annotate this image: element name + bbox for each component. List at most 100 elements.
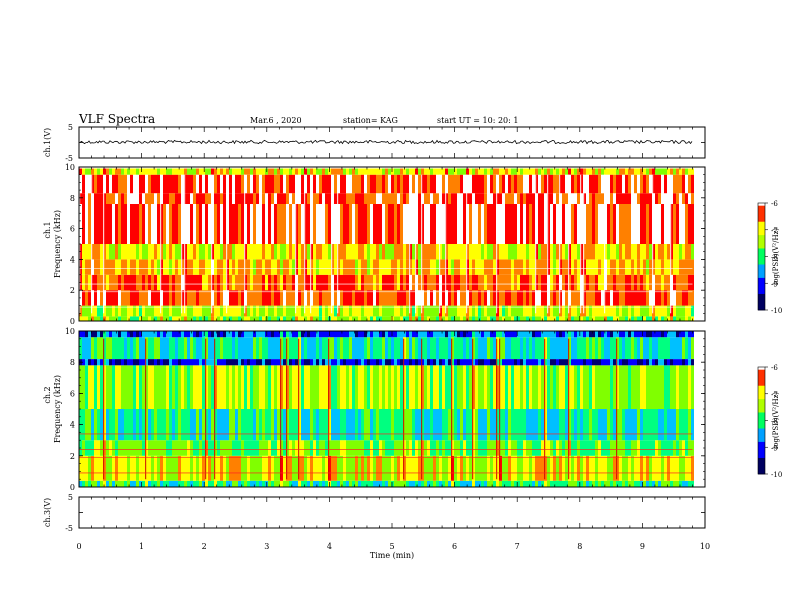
ch2-spectrum-cell	[541, 455, 544, 481]
ch2-spectrum-cell	[649, 331, 652, 338]
ch2-spectrum-cell	[463, 365, 466, 409]
ch2-spectrum-cell	[229, 409, 232, 441]
ch1-spectrum-cell	[241, 174, 244, 194]
ch2-spectrum-cell	[277, 331, 280, 338]
ch2-spectrum-cell	[496, 337, 499, 359]
ch2-spectrum-cell	[100, 359, 103, 366]
ch2-spectrum-cell	[115, 480, 118, 487]
ch2-spectrum-cell	[379, 365, 382, 409]
ch1-spectrum-cell	[616, 168, 619, 175]
ch1-colorbar-cell	[758, 203, 765, 207]
ch1-spectrum-cell	[544, 174, 547, 194]
ch1-spectrum-cell	[481, 305, 484, 317]
ch1-spectrum-cell	[292, 316, 295, 321]
ch1-spectrum-cell	[514, 290, 517, 306]
ch1-spectrum-cell	[520, 274, 523, 291]
ch2-spectrum-cell	[322, 480, 325, 487]
ch2-spectrum-cell	[508, 409, 511, 441]
ch1-spectrum-cell	[436, 290, 439, 306]
ch1-spectrum-cell	[622, 168, 625, 175]
ch2-spectrum-cell	[526, 440, 529, 456]
ch1-spectrum-cell	[652, 259, 655, 275]
ch1-spectrum-cell	[457, 259, 460, 275]
ch1-spectrum-cell	[640, 168, 643, 175]
ch2-spectrum-cell	[484, 409, 487, 441]
ch2-ytick-label: 0	[70, 483, 75, 492]
ch2-spectrum-cell	[643, 440, 646, 456]
ch2-spectrum-cell	[175, 359, 178, 366]
ch2-spectrum-cell	[655, 337, 658, 359]
ch1-spectrum-cell	[343, 259, 346, 275]
ch2-spectrum-cell	[562, 365, 565, 409]
ch1-spectrum-cell	[112, 174, 115, 194]
ch2-spectrum-cell	[127, 409, 130, 441]
ch1-spectrum-cell	[85, 316, 88, 321]
ch1-spectrum-cell	[691, 290, 694, 306]
ch1-spectrum-cell	[652, 274, 655, 291]
ch1-spectrum-cell	[508, 168, 511, 175]
ch2-spectrum-cell	[385, 440, 388, 456]
ch1-spectrum-cell	[226, 204, 229, 244]
ch1-spectrum-cell	[583, 290, 586, 306]
ch1-spectrum-cell	[571, 174, 574, 194]
ch1-spectrum-cell	[562, 316, 565, 321]
ch1-spectrum-cell	[445, 204, 448, 244]
ch2-spectrum-cell	[328, 409, 331, 441]
ch2-spectrum-cell	[613, 359, 616, 366]
ch1-spectrum-cell	[334, 259, 337, 275]
ch2-spectrum-cell	[367, 359, 370, 366]
ch1-spectrum-cell	[187, 274, 190, 291]
ch2-spectrum-cell	[553, 480, 556, 487]
ch2-spectrum-cell	[283, 480, 286, 487]
ch2-spectrum-cell	[226, 440, 229, 456]
ch1-spectrum-cell	[313, 316, 316, 321]
ch1-spectrum-cell	[547, 174, 550, 194]
ch2-spectrum-cell	[283, 455, 286, 481]
ch2-spectrum-cell	[598, 337, 601, 359]
ch1-spectrum-cell	[610, 259, 613, 275]
ch1-spectrum-cell	[355, 274, 358, 291]
ch1-spectrum-cell	[544, 244, 547, 260]
ch1-spectrum-cell	[313, 193, 316, 204]
ch2-spectrum-cell	[493, 409, 496, 441]
ch1-spectrum-cell	[310, 274, 313, 291]
ch1-spectrum-cell	[343, 168, 346, 175]
ch2-spectrum-cell	[157, 480, 160, 487]
ch1-spectrum-cell	[178, 204, 181, 244]
ch1-spectrum-cell	[571, 259, 574, 275]
ch1-spectrum-cell	[274, 290, 277, 306]
ch2-spectrum-cell	[643, 359, 646, 366]
ch2-spectrum-cell	[454, 440, 457, 456]
ch1-spectrum-cell	[268, 174, 271, 194]
ch1-spectrum-cell	[256, 204, 259, 244]
ch1-spectrum-cell	[103, 193, 106, 204]
ch2-spectrum-cell	[346, 440, 349, 456]
ch2-spectrum-cell	[403, 409, 406, 441]
ch1-spectrum-cell	[298, 204, 301, 244]
ch2-spectrum-cell	[634, 409, 637, 441]
ch1-spectrum-cell	[244, 305, 247, 317]
ch2-spectrum-cell	[598, 365, 601, 409]
ch2-spectrum-cell	[394, 359, 397, 366]
ch1-spectrum-cell	[595, 274, 598, 291]
ch1-spectrum-cell	[367, 274, 370, 291]
ch2-spectrum-cell	[223, 409, 226, 441]
ch1-spectrum-cell	[298, 259, 301, 275]
ch2-spectrum-cell	[136, 331, 139, 338]
ch1-spectrum-cell	[265, 204, 268, 244]
ch2-spectrum-cell	[481, 337, 484, 359]
ch1-spectrum-cell	[673, 168, 676, 175]
ch2-spectrum-cell	[502, 337, 505, 359]
ch2-spectrum-cell	[550, 455, 553, 481]
ch2-spectrum-cell	[223, 337, 226, 359]
ch1-spectrum-cell	[469, 204, 472, 244]
ch1-spectrum-cell	[127, 204, 130, 244]
ch1-spectrum-cell	[457, 274, 460, 291]
ch2-spectrum-cell	[415, 480, 418, 487]
ch2-spectrum-cell	[616, 359, 619, 366]
ch2-spectrum-cell	[217, 440, 220, 456]
ch1-spectrum-cell	[217, 204, 220, 244]
ch1-spectrum-cell	[220, 174, 223, 194]
ch1-spectrum-cell	[229, 305, 232, 317]
ch2-spectrum-cell	[154, 480, 157, 487]
